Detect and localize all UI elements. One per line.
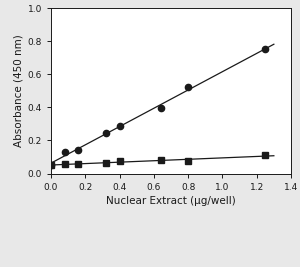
Y-axis label: Absorbance (450 nm): Absorbance (450 nm) xyxy=(14,34,23,147)
X-axis label: Nuclear Extract (μg/well): Nuclear Extract (μg/well) xyxy=(106,196,236,206)
